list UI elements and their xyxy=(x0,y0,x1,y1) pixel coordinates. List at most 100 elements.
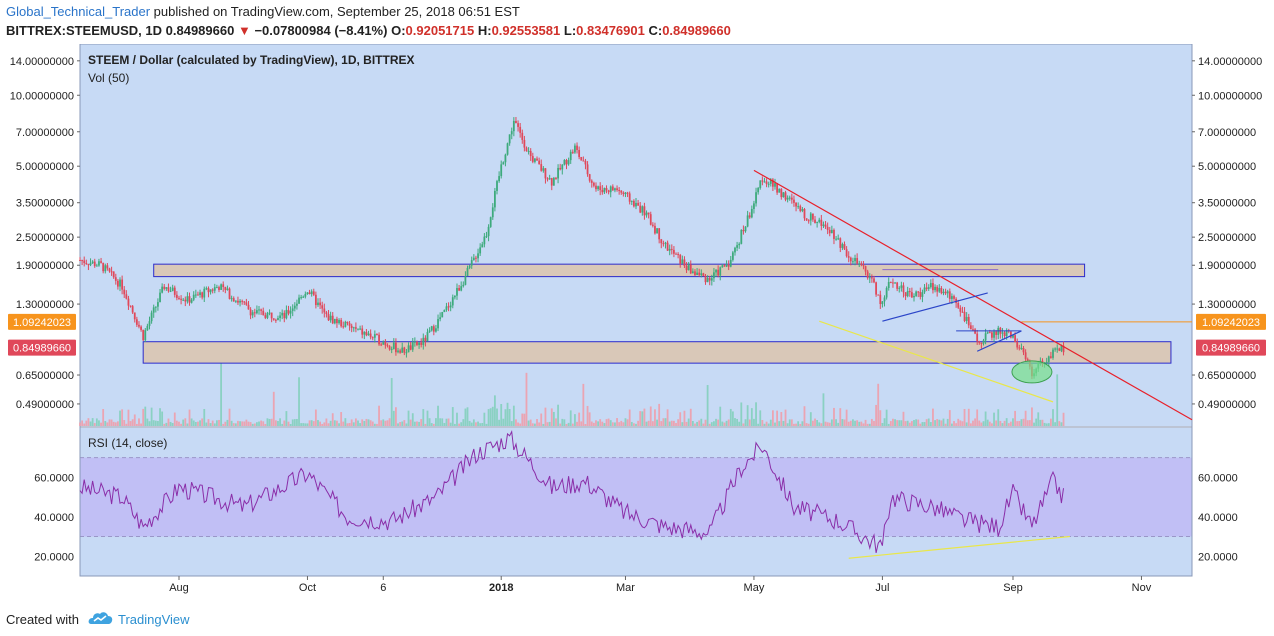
candle-body xyxy=(658,228,661,240)
volume-bar xyxy=(586,405,589,426)
candle-body xyxy=(685,265,688,271)
volume-bar xyxy=(363,420,366,426)
candle-body xyxy=(487,226,490,237)
candle-body xyxy=(942,291,945,294)
high-label: H: xyxy=(477,23,492,38)
volume-bar xyxy=(620,420,623,426)
candle-body xyxy=(805,218,808,221)
candle-body xyxy=(795,202,797,207)
candle-body xyxy=(1003,332,1006,337)
candle-body xyxy=(696,272,698,275)
volume-bar xyxy=(908,422,911,426)
volume-bar xyxy=(820,423,823,426)
candle-body xyxy=(778,188,781,193)
volume-bar xyxy=(258,421,260,426)
volume-bar xyxy=(329,420,332,426)
volume-bar xyxy=(203,408,206,426)
volume-bar xyxy=(91,418,94,426)
candle-body xyxy=(251,312,254,316)
candle-body xyxy=(253,312,256,314)
volume-bar xyxy=(1033,422,1035,426)
author-link[interactable]: Global_Technical_Trader xyxy=(6,4,151,19)
volume-bar xyxy=(83,423,86,426)
volume-bar xyxy=(574,414,576,426)
candle-body xyxy=(258,309,260,311)
volume-bar xyxy=(251,423,254,426)
volume-bar xyxy=(531,423,534,426)
volume-bar xyxy=(771,410,774,426)
candle-body xyxy=(915,291,918,296)
volume-bar xyxy=(887,423,890,426)
volume-bar xyxy=(729,408,732,426)
y-tick-right: 1.90000000 xyxy=(1198,260,1256,272)
candle-body xyxy=(117,280,119,287)
x-tick-label: Oct xyxy=(299,582,316,594)
candle-body xyxy=(169,290,172,292)
candle-body xyxy=(399,350,402,353)
candle-body xyxy=(144,330,147,341)
volume-bar xyxy=(485,423,488,426)
candle-body xyxy=(333,318,336,324)
volume-bar xyxy=(173,412,176,426)
close-value: 0.84989660 xyxy=(662,23,731,38)
candle-body xyxy=(152,307,155,313)
volume-bar xyxy=(289,423,292,426)
candle-body xyxy=(466,267,469,277)
volume-bar xyxy=(502,418,505,426)
candle-body xyxy=(786,197,789,200)
candle-body xyxy=(969,325,972,330)
volume-bar xyxy=(849,420,852,426)
chart-area[interactable]: STEEM / Dollar (calculated by TradingVie… xyxy=(0,44,1274,600)
volume-bar xyxy=(632,423,635,426)
volume-bar xyxy=(731,411,734,426)
candle-series xyxy=(79,117,1065,380)
candle-body xyxy=(380,344,383,346)
volume-bar xyxy=(852,419,854,426)
volume-bar xyxy=(401,421,404,426)
tradingview-link[interactable]: TradingView xyxy=(118,612,190,627)
volume-bar xyxy=(643,408,646,426)
candle-body xyxy=(660,239,663,244)
candle-body xyxy=(346,321,349,324)
x-tick-label: Mar xyxy=(616,582,635,594)
volume-bar xyxy=(710,422,713,426)
volume-bar xyxy=(272,391,275,426)
candle-body xyxy=(521,132,524,140)
volume-bar xyxy=(637,420,640,426)
candle-body xyxy=(125,294,128,299)
candle-body xyxy=(609,186,612,193)
candle-body xyxy=(936,286,939,292)
volume-bar xyxy=(552,411,555,426)
volume-bar xyxy=(870,418,873,426)
candle-body xyxy=(424,337,427,342)
volume-bar xyxy=(691,421,694,426)
candle-body xyxy=(192,294,195,300)
candle-body xyxy=(121,279,124,290)
candle-body xyxy=(131,306,134,313)
volume-bar xyxy=(285,411,288,426)
volume-bar xyxy=(296,418,298,426)
candle-body xyxy=(376,334,378,336)
rsi-tick-left: 20.0000 xyxy=(34,551,74,563)
candle-body xyxy=(407,345,410,353)
candle-body xyxy=(1005,330,1008,337)
volume-bar xyxy=(167,418,170,426)
candle-body xyxy=(135,319,138,325)
volume-bar xyxy=(774,422,776,426)
volume-bar xyxy=(331,413,334,426)
volume-bar xyxy=(384,420,387,426)
volume-bar xyxy=(232,423,235,426)
volume-bar xyxy=(946,418,949,426)
volume-bar xyxy=(188,409,191,426)
candle-body xyxy=(114,277,117,281)
candle-body xyxy=(392,342,395,349)
volume-bar xyxy=(79,422,81,426)
volume-bar xyxy=(117,421,119,426)
candle-body xyxy=(475,257,477,259)
candle-body xyxy=(576,145,578,150)
volume-bar xyxy=(304,423,307,426)
rsi-legend: RSI (14, close) xyxy=(88,436,167,450)
candle-body xyxy=(618,190,621,192)
candle-body xyxy=(300,297,303,299)
price-change: −0.07800984 (−8.41%) xyxy=(254,23,388,38)
